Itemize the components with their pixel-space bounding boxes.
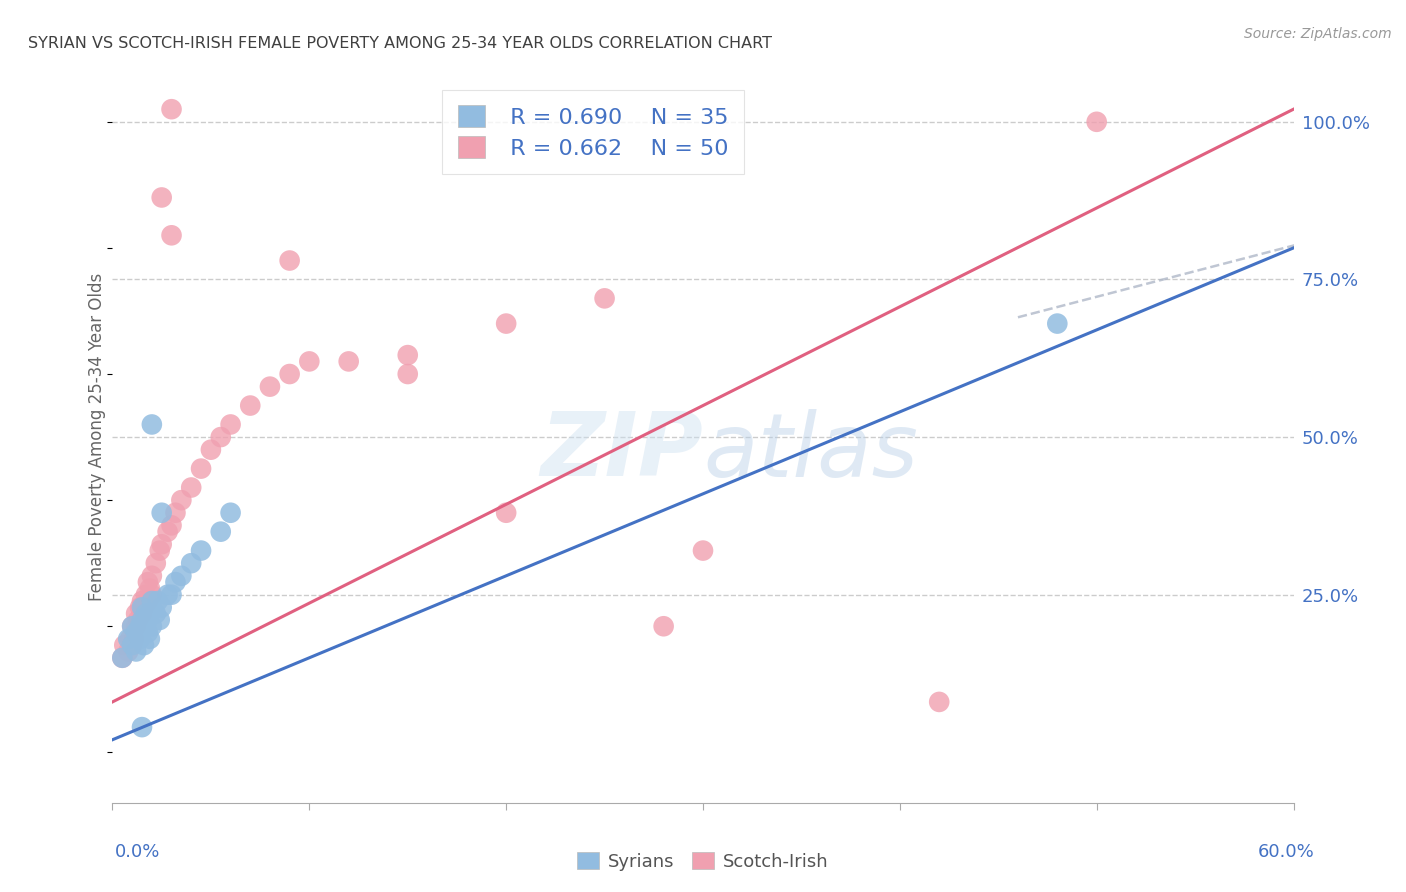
Point bbox=[132, 638, 155, 652]
Point bbox=[141, 594, 163, 608]
Point bbox=[165, 575, 187, 590]
Point bbox=[146, 594, 169, 608]
Point bbox=[928, 695, 950, 709]
Text: SYRIAN VS SCOTCH-IRISH FEMALE POVERTY AMONG 25-34 YEAR OLDS CORRELATION CHART: SYRIAN VS SCOTCH-IRISH FEMALE POVERTY AM… bbox=[28, 36, 772, 51]
Point bbox=[209, 430, 232, 444]
Point bbox=[170, 493, 193, 508]
Point bbox=[141, 588, 163, 602]
Point bbox=[150, 190, 173, 204]
Point bbox=[692, 543, 714, 558]
Point bbox=[125, 625, 148, 640]
Point bbox=[170, 569, 193, 583]
Point bbox=[337, 354, 360, 368]
Point bbox=[180, 481, 202, 495]
Point bbox=[145, 556, 167, 570]
Point bbox=[131, 720, 153, 734]
Point bbox=[593, 291, 616, 305]
Point bbox=[160, 588, 183, 602]
Point bbox=[136, 613, 159, 627]
Point bbox=[135, 588, 157, 602]
Point bbox=[125, 607, 148, 621]
Point bbox=[160, 228, 183, 243]
Point bbox=[117, 644, 139, 658]
Point bbox=[239, 399, 262, 413]
Point bbox=[219, 506, 242, 520]
Point bbox=[298, 354, 321, 368]
Point bbox=[180, 556, 202, 570]
Text: atlas: atlas bbox=[703, 409, 918, 495]
Point bbox=[125, 619, 148, 633]
Point bbox=[190, 461, 212, 475]
Point bbox=[278, 253, 301, 268]
Point bbox=[495, 506, 517, 520]
Point bbox=[141, 619, 163, 633]
Point bbox=[200, 442, 222, 457]
Point bbox=[396, 348, 419, 362]
Point bbox=[396, 367, 419, 381]
Text: ZIP: ZIP bbox=[540, 409, 703, 495]
Point bbox=[112, 638, 135, 652]
Point bbox=[129, 619, 152, 633]
Point bbox=[117, 632, 139, 646]
Point bbox=[139, 607, 162, 621]
Point bbox=[165, 506, 187, 520]
Point bbox=[149, 543, 172, 558]
Point bbox=[127, 613, 149, 627]
Point bbox=[121, 638, 143, 652]
Point bbox=[150, 600, 173, 615]
Point bbox=[160, 518, 183, 533]
Point bbox=[111, 650, 134, 665]
Legend: Syrians, Scotch-Irish: Syrians, Scotch-Irish bbox=[569, 845, 837, 878]
Point bbox=[652, 619, 675, 633]
Point bbox=[136, 575, 159, 590]
Point bbox=[136, 625, 159, 640]
Point bbox=[141, 417, 163, 432]
Point bbox=[150, 537, 173, 551]
Point bbox=[131, 594, 153, 608]
Point bbox=[149, 613, 172, 627]
Point bbox=[129, 600, 152, 615]
Point bbox=[139, 632, 162, 646]
Point bbox=[135, 607, 157, 621]
Point bbox=[132, 619, 155, 633]
Point bbox=[1046, 317, 1069, 331]
Point bbox=[136, 594, 159, 608]
Point bbox=[141, 569, 163, 583]
Point bbox=[156, 524, 179, 539]
Point bbox=[131, 607, 153, 621]
Point bbox=[131, 613, 153, 627]
Point bbox=[190, 543, 212, 558]
Point bbox=[219, 417, 242, 432]
Point bbox=[131, 600, 153, 615]
Point bbox=[125, 644, 148, 658]
Point bbox=[121, 619, 143, 633]
Text: 0.0%: 0.0% bbox=[115, 843, 160, 861]
Point bbox=[121, 638, 143, 652]
Point bbox=[278, 367, 301, 381]
Text: 60.0%: 60.0% bbox=[1258, 843, 1315, 861]
Point bbox=[111, 650, 134, 665]
Point bbox=[120, 632, 142, 646]
Point bbox=[160, 102, 183, 116]
Point bbox=[121, 619, 143, 633]
Point bbox=[122, 632, 145, 646]
Point bbox=[1085, 115, 1108, 129]
Point bbox=[495, 317, 517, 331]
Point bbox=[209, 524, 232, 539]
Point bbox=[129, 632, 152, 646]
Text: Source: ZipAtlas.com: Source: ZipAtlas.com bbox=[1244, 27, 1392, 41]
Y-axis label: Female Poverty Among 25-34 Year Olds: Female Poverty Among 25-34 Year Olds bbox=[87, 273, 105, 601]
Point bbox=[145, 607, 167, 621]
Point bbox=[259, 379, 281, 393]
Point bbox=[132, 600, 155, 615]
Point bbox=[139, 582, 162, 596]
Point bbox=[156, 588, 179, 602]
Point bbox=[150, 506, 173, 520]
